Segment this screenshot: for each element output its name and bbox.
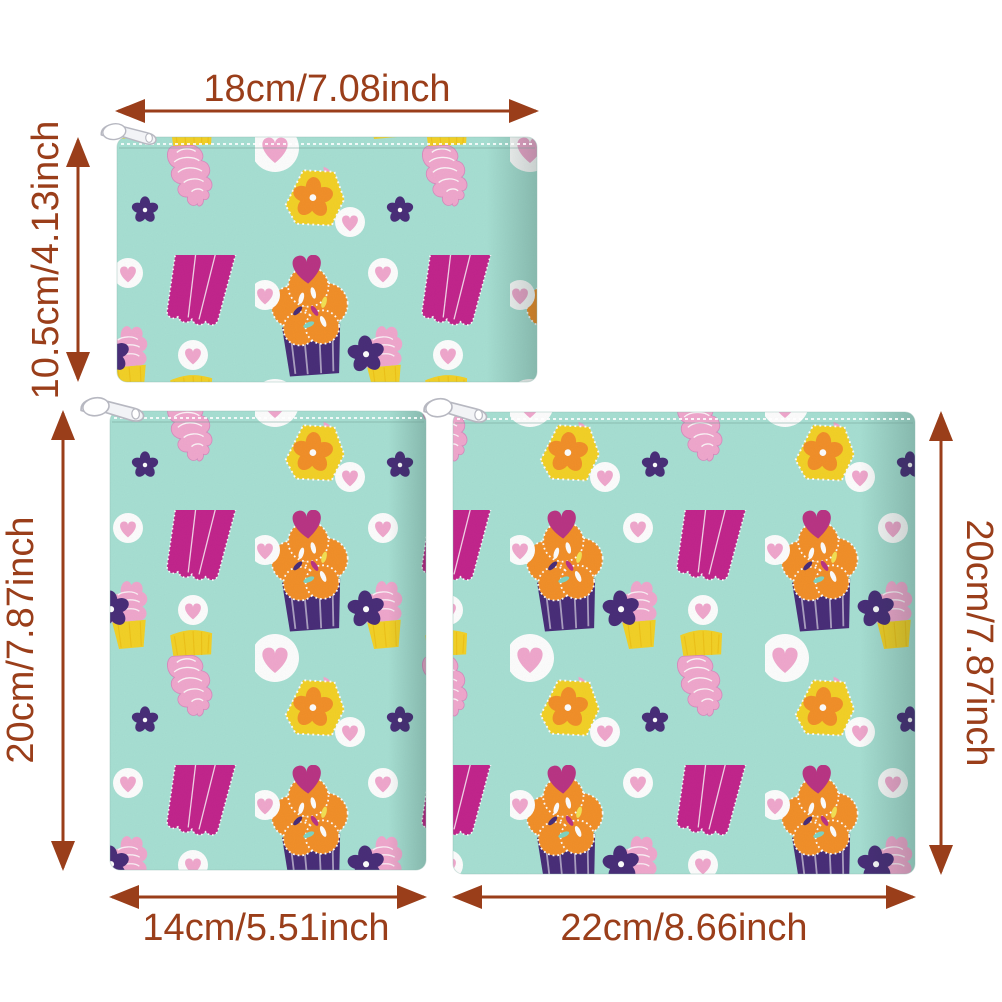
svg-text:14cm/5.51inch: 14cm/5.51inch xyxy=(142,907,389,949)
svg-text:18cm/7.08inch: 18cm/7.08inch xyxy=(203,68,450,110)
svg-text:20cm/7.87inch: 20cm/7.87inch xyxy=(0,516,42,763)
svg-text:20cm/7.87inch: 20cm/7.87inch xyxy=(958,519,1000,766)
svg-text:10.5cm/4.13inch: 10.5cm/4.13inch xyxy=(25,121,67,400)
svg-text:22cm/8.66inch: 22cm/8.66inch xyxy=(560,907,807,949)
